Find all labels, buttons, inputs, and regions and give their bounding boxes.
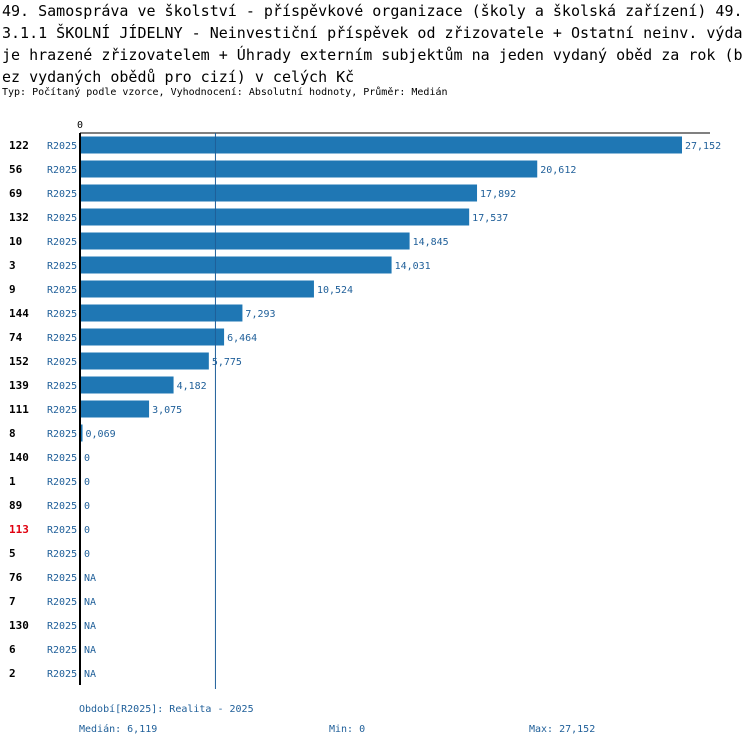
bar-value-label: 4,182 (177, 381, 207, 392)
row-id-label: 9 (9, 283, 16, 296)
row-series-label: R2025 (47, 573, 77, 584)
bar-value-label: NA (84, 597, 96, 608)
row-id-label: 132 (9, 211, 29, 224)
bar-value-label: 0 (84, 501, 90, 512)
row-id-label: 76 (9, 571, 23, 584)
row-id-label: 130 (9, 619, 29, 632)
bar-value-label: NA (84, 573, 96, 584)
row-series-label: R2025 (47, 525, 77, 536)
bar (81, 232, 410, 250)
row-series-label: R2025 (47, 261, 77, 272)
row-series-label: R2025 (47, 645, 77, 656)
row-series-label: R2025 (47, 477, 77, 488)
row-id-label: 2 (9, 667, 16, 680)
bar-value-label: 5,775 (212, 357, 242, 368)
bar-value-label: NA (84, 645, 96, 656)
bar-value-label: 0,069 (86, 429, 116, 440)
footer-median: Medián: 6,119 (79, 724, 158, 735)
bar-value-label: 27,152 (685, 141, 721, 152)
bar-value-label: 14,845 (413, 237, 449, 248)
row-id-label: 140 (9, 451, 29, 464)
bar-value-label: 0 (84, 477, 90, 488)
row-id-label: 7 (9, 595, 16, 608)
row-id-label: 5 (9, 547, 16, 560)
chart-subtitle: Typ: Počítaný podle vzorce, Vyhodnocení:… (2, 87, 448, 98)
row-id-label: 56 (9, 163, 23, 176)
row-series-label: R2025 (47, 213, 77, 224)
bar-value-label: 6,464 (227, 333, 257, 344)
row-series-label: R2025 (47, 405, 77, 416)
row-id-label: 10 (9, 235, 22, 248)
bar (81, 184, 478, 202)
row-series-label: R2025 (47, 237, 77, 248)
row-series-label: R2025 (47, 165, 77, 176)
x-axis-zero-label: 0 (77, 120, 83, 131)
row-series-label: R2025 (47, 501, 77, 512)
row-series-label: R2025 (47, 333, 77, 344)
row-id-label: 89 (9, 499, 22, 512)
bar (81, 376, 174, 394)
row-series-label: R2025 (47, 549, 77, 560)
bar-value-label: 10,524 (317, 285, 353, 296)
row-series-label: R2025 (47, 669, 77, 680)
bar (81, 208, 470, 226)
footer-min: Min: 0 (329, 724, 366, 735)
row-series-label: R2025 (47, 189, 77, 200)
bar-value-label: 7,293 (245, 309, 275, 320)
footer-period: Období[R2025]: Realita - 2025 (79, 704, 254, 715)
row-id-label: 8 (9, 427, 16, 440)
row-series-label: R2025 (47, 597, 77, 608)
chart-title: 49. Samospráva ve školství - příspěvkové… (2, 2, 743, 86)
row-id-label: 6 (9, 643, 16, 656)
row-id-label: 69 (9, 187, 22, 200)
row-series-label: R2025 (47, 141, 77, 152)
row-series-label: R2025 (47, 381, 77, 392)
bar (81, 424, 83, 442)
bar-value-label: 20,612 (540, 165, 576, 176)
bar (81, 280, 314, 298)
bar-value-label: 0 (84, 453, 90, 464)
row-id-label: 74 (9, 331, 23, 344)
row-id-label: 152 (9, 355, 29, 368)
bar (81, 400, 150, 418)
bar (81, 352, 209, 370)
row-id-label: 1 (9, 475, 16, 488)
bar-value-label: 3,075 (152, 405, 182, 416)
bar-value-label: NA (84, 669, 96, 680)
bar-value-label: 17,892 (480, 189, 516, 200)
row-series-label: R2025 (47, 429, 77, 440)
bar-value-label: 17,537 (472, 213, 508, 224)
row-series-label: R2025 (47, 309, 77, 320)
bar-value-label: 0 (84, 525, 90, 536)
bar (81, 328, 225, 346)
row-series-label: R2025 (47, 357, 77, 368)
row-id-label: 3 (9, 259, 16, 272)
bar (81, 136, 682, 154)
bar (81, 256, 392, 274)
row-series-label: R2025 (47, 621, 77, 632)
bar (81, 304, 243, 322)
bar-value-label: 0 (84, 549, 90, 560)
bar-value-label: 14,031 (395, 261, 431, 272)
row-series-label: R2025 (47, 453, 77, 464)
row-id-label: 144 (9, 307, 29, 320)
row-series-label: R2025 (47, 285, 77, 296)
row-id-label: 111 (9, 403, 29, 416)
row-id-label: 122 (9, 139, 29, 152)
row-id-label: 139 (9, 379, 29, 392)
footer-max: Max: 27,152 (529, 724, 596, 735)
bar-value-label: NA (84, 621, 96, 632)
bar (81, 160, 538, 178)
row-id-label: 113 (9, 523, 29, 536)
